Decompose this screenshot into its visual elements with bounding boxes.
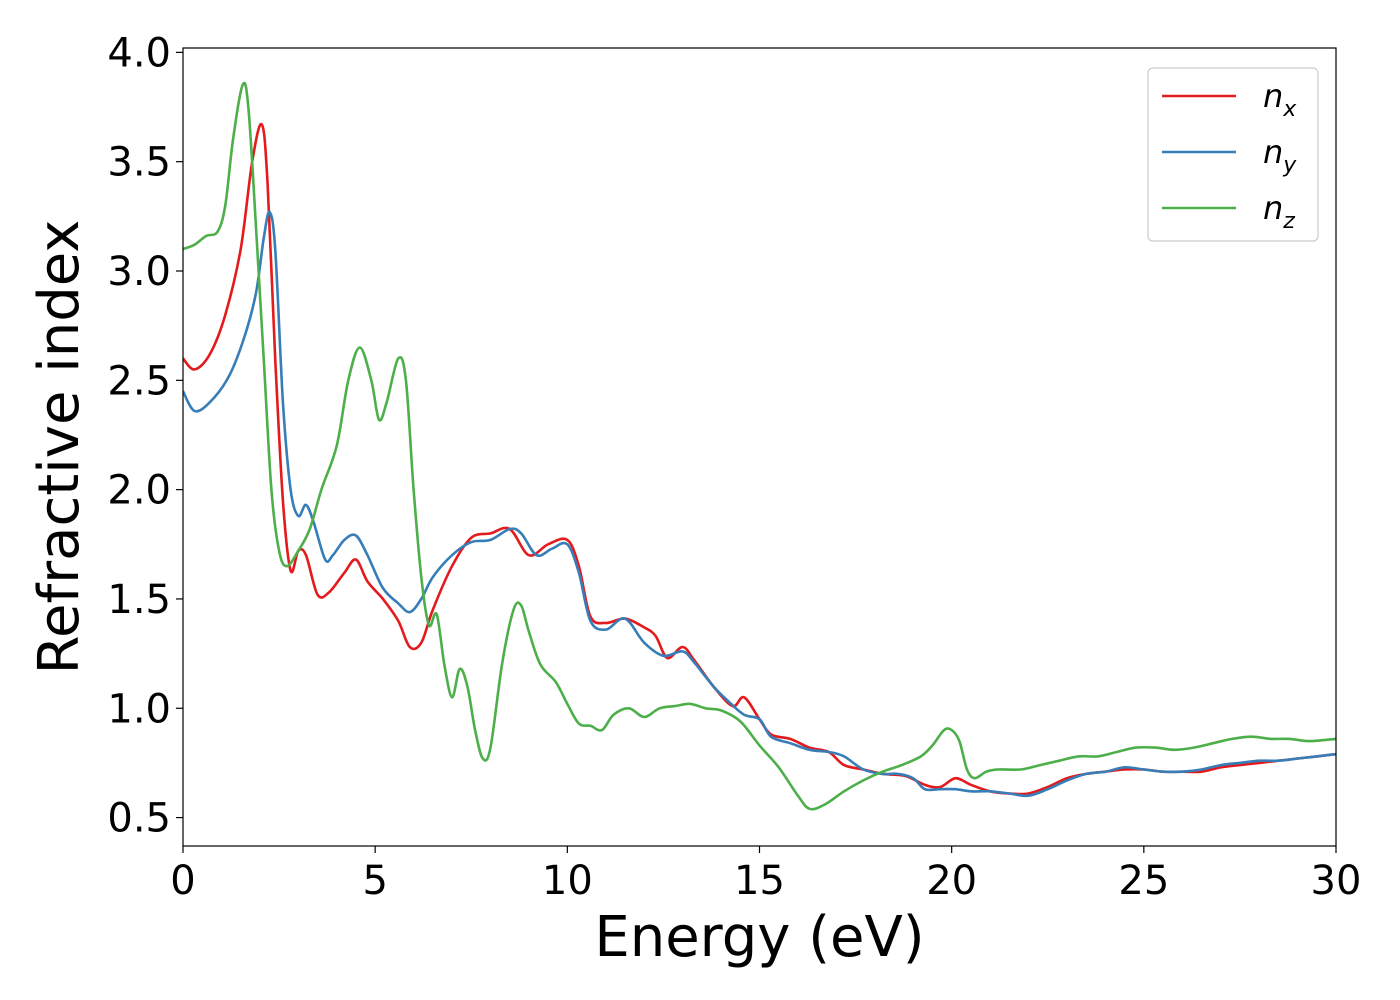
y-tick-label: 2.5 [107, 358, 171, 404]
series-line-z [183, 81, 1336, 811]
y-axis: 0.5 1.0 1.5 2.0 2.5 3.0 3.5 4.0 [107, 30, 183, 842]
x-axis: 0 5 10 15 20 25 30 [170, 846, 1361, 904]
x-axis-title: Energy (eV) [594, 905, 924, 970]
y-tick-label: 1.0 [107, 686, 171, 732]
legend: nx ny nz [1147, 67, 1319, 242]
y-tick-label: 1.5 [107, 577, 171, 623]
y-tick-label: 0.5 [107, 796, 171, 842]
legend-box [1147, 67, 1319, 242]
y-tick-label: 3.5 [107, 140, 171, 186]
series-layer [183, 81, 1336, 811]
y-tick-label: 3.0 [107, 249, 171, 295]
x-tick-label: 25 [1118, 858, 1169, 904]
x-tick-label: 0 [170, 858, 195, 904]
x-tick-label: 5 [362, 858, 387, 904]
legend-label-y: ny [1263, 133, 1297, 178]
series-line-y [183, 210, 1336, 798]
x-tick-label: 15 [734, 858, 785, 904]
x-tick-label: 30 [1311, 858, 1362, 904]
x-tick-label: 10 [542, 858, 593, 904]
y-tick-label: 4.0 [107, 30, 171, 76]
x-tick-label: 20 [926, 858, 977, 904]
y-tick-label: 2.0 [107, 468, 171, 514]
legend-label-x: nx [1263, 77, 1297, 122]
y-axis-title: Refractive index [27, 220, 92, 675]
legend-label-z: nz [1263, 189, 1295, 234]
